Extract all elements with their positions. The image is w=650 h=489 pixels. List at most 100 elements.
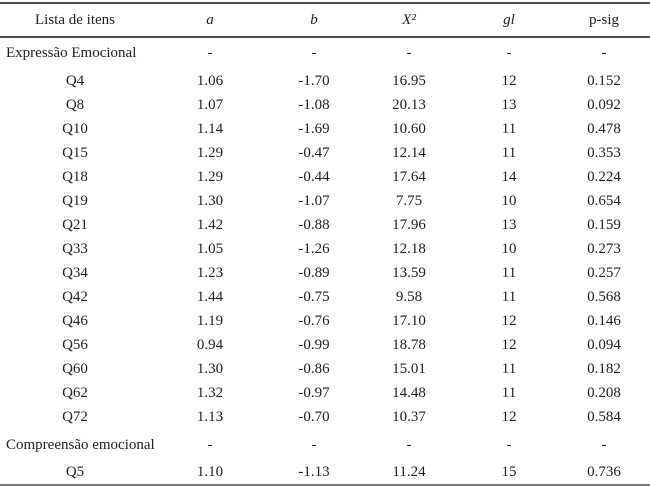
cell-item: Q34 [62, 264, 88, 281]
cell-gl: 11 [501, 120, 517, 137]
cell-psig: 0.094 [587, 336, 621, 353]
cell-item: Q42 [62, 288, 88, 305]
cell-item: Q60 [62, 360, 88, 377]
cell-b: -0.44 [298, 168, 330, 185]
cell-psig: - [601, 436, 607, 453]
cell-gl: 11 [501, 288, 517, 305]
table-row: Q19 1.30 -1.07 7.75 10 0.654 [0, 189, 650, 213]
cell-gl: 15 [501, 464, 517, 480]
cell-b: -0.88 [298, 216, 330, 233]
cell-a: 1.06 [196, 72, 224, 89]
cell-psig: - [601, 45, 607, 61]
cell-x2: 7.75 [395, 192, 423, 209]
cell-psig: 0.152 [587, 72, 621, 89]
cell-item: Q19 [62, 192, 88, 209]
cell-b: -0.75 [298, 288, 330, 305]
cell-x2: 20.13 [392, 96, 426, 113]
cell-item: Compreensão emocional [6, 436, 155, 453]
cell-a: 1.13 [196, 408, 224, 425]
cell-b: - [311, 45, 317, 61]
cell-gl: 13 [501, 96, 517, 113]
cell-x2: 15.01 [392, 360, 426, 377]
cell-gl: 11 [501, 144, 517, 161]
table-row: Q72 1.13 -0.70 10.37 12 0.584 [0, 405, 650, 429]
table-row: Q56 0.94 -0.99 18.78 12 0.094 [0, 333, 650, 357]
cell-x2: 11.24 [392, 464, 426, 480]
cell-x2: 12.14 [392, 144, 426, 161]
cell-item: Expressão Emocional [6, 45, 137, 61]
cell-gl: 13 [501, 216, 517, 233]
cell-psig: 0.273 [587, 240, 621, 257]
cell-b: -0.99 [298, 336, 330, 353]
cell-x2: 12.18 [392, 240, 426, 257]
cell-item: Q56 [62, 336, 88, 353]
cell-item: Q46 [62, 312, 88, 329]
table-row: Q46 1.19 -0.76 17.10 12 0.146 [0, 309, 650, 333]
cell-b: -1.26 [298, 240, 330, 257]
cell-b: -1.13 [298, 464, 330, 480]
column-header-a: a [206, 11, 214, 28]
cell-item: Q5 [65, 464, 85, 480]
cell-psig: 0.092 [587, 96, 621, 113]
cell-psig: 0.182 [587, 360, 621, 377]
cell-a: 1.23 [196, 264, 224, 281]
table-row: Q42 1.44 -0.75 9.58 11 0.568 [0, 285, 650, 309]
cell-a: 1.30 [196, 192, 224, 209]
cell-psig: 0.159 [587, 216, 621, 233]
table-row: Q21 1.42 -0.88 17.96 13 0.159 [0, 213, 650, 237]
cell-x2: 16.95 [392, 72, 426, 89]
cell-psig: 0.478 [587, 120, 621, 137]
cell-b: -1.08 [298, 96, 330, 113]
cell-item: Q15 [62, 144, 88, 161]
cell-gl: 12 [501, 312, 517, 329]
cell-a: 1.32 [196, 384, 224, 401]
cell-gl: 12 [501, 72, 517, 89]
cell-item: Q18 [62, 168, 88, 185]
cell-x2: 9.58 [395, 288, 423, 305]
table-header: Lista de itens a b X² gl p-sig [0, 3, 650, 37]
header-row: Lista de itens a b X² gl p-sig [0, 3, 650, 37]
cell-psig: 0.224 [587, 168, 621, 185]
cell-x2: 18.78 [392, 336, 426, 353]
table-row: Q4 1.06 -1.70 16.95 12 0.152 [0, 69, 650, 93]
cell-psig: 0.353 [587, 144, 621, 161]
column-header-item: Lista de itens [35, 11, 115, 28]
cell-psig: 0.568 [587, 288, 621, 305]
table-row: Expressão Emocional - - - - - [0, 37, 650, 69]
cell-item: Q8 [65, 96, 85, 113]
cell-item: Q72 [62, 408, 88, 425]
cell-psig: 0.654 [587, 192, 621, 209]
table-row: Q15 1.29 -0.47 12.14 11 0.353 [0, 141, 650, 165]
cell-x2: 13.59 [392, 264, 426, 281]
cell-b: -0.70 [298, 408, 330, 425]
cell-gl: - [506, 45, 512, 61]
cell-gl: 11 [501, 384, 517, 401]
cell-a: 1.29 [196, 168, 224, 185]
cell-item: Q33 [62, 240, 88, 257]
cell-gl: 11 [501, 360, 517, 377]
cell-x2: - [406, 45, 412, 61]
cell-psig: 0.146 [587, 312, 621, 329]
cell-a: 1.05 [196, 240, 224, 257]
cell-b: -0.86 [298, 360, 330, 377]
cell-item: Q4 [65, 72, 85, 89]
cell-item: Q10 [62, 120, 88, 137]
cell-gl: 12 [501, 336, 517, 353]
column-header-psig: p-sig [589, 11, 619, 28]
cell-gl: 14 [501, 168, 517, 185]
cell-a: - [207, 45, 213, 61]
cell-x2: 17.10 [392, 312, 426, 329]
table-row: Q34 1.23 -0.89 13.59 11 0.257 [0, 261, 650, 285]
column-header-b: b [310, 11, 318, 28]
table-row: Q60 1.30 -0.86 15.01 11 0.182 [0, 357, 650, 381]
cell-b: -1.70 [298, 72, 330, 89]
table-body: Expressão Emocional - - - - - Q4 1.06 -1… [0, 37, 650, 485]
cell-b: -0.97 [298, 384, 330, 401]
cell-a: 0.94 [196, 336, 224, 353]
cell-a: 1.19 [196, 312, 224, 329]
cell-b: -1.69 [298, 120, 330, 137]
cell-gl: 11 [501, 264, 517, 281]
cell-gl: 10 [501, 192, 517, 209]
